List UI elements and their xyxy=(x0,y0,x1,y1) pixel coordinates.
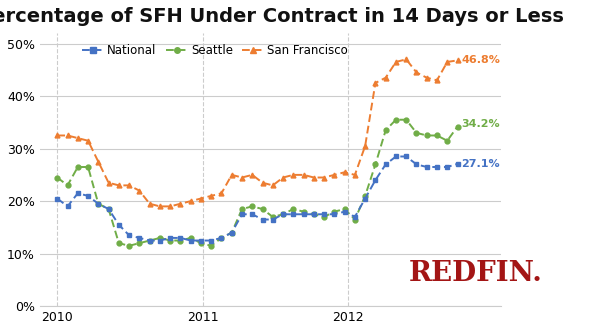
Legend: National, Seattle, San Francisco: National, Seattle, San Francisco xyxy=(78,39,353,62)
Text: 46.8%: 46.8% xyxy=(461,55,500,65)
Title: Percentage of SFH Under Contract in 14 Days or Less: Percentage of SFH Under Contract in 14 D… xyxy=(0,7,563,26)
Text: 27.1%: 27.1% xyxy=(461,159,500,169)
Text: 34.2%: 34.2% xyxy=(461,119,500,129)
Text: REDFIN.: REDFIN. xyxy=(409,260,543,287)
